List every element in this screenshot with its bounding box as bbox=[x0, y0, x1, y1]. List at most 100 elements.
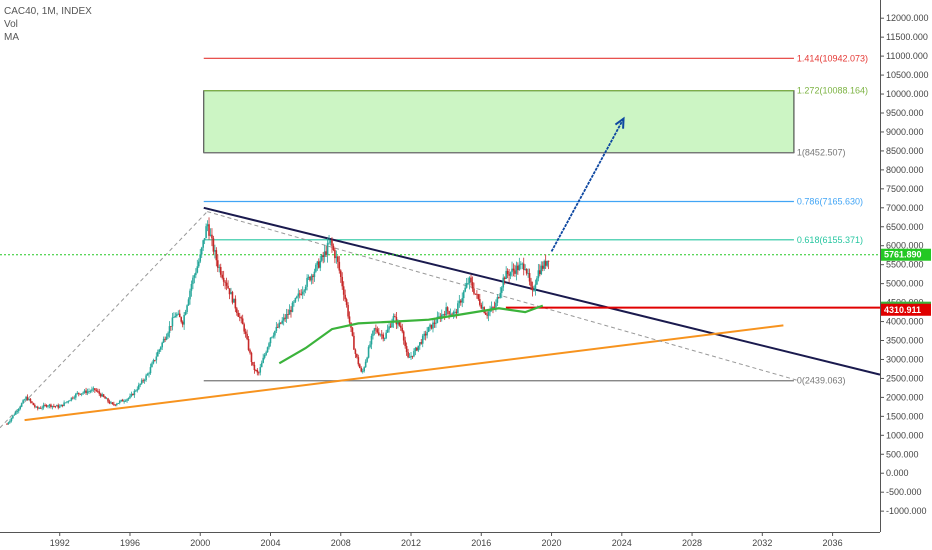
candle-body-367 bbox=[543, 261, 546, 269]
candle-body-115 bbox=[174, 315, 177, 318]
candle-body-299 bbox=[443, 314, 446, 316]
candle-body-358 bbox=[530, 281, 532, 287]
candle-body-267 bbox=[397, 321, 399, 325]
y-tick-label-0: 12000.000 bbox=[886, 13, 929, 23]
candle-body-167 bbox=[250, 352, 253, 363]
candle-body-41 bbox=[66, 401, 68, 403]
candle-body-67 bbox=[104, 396, 106, 399]
candle-body-160 bbox=[240, 317, 243, 319]
candle-body-306 bbox=[454, 311, 456, 313]
candle-body-116 bbox=[176, 314, 178, 316]
candle-body-348 bbox=[515, 265, 518, 274]
symbol-label[interactable]: CAC40, 1M, INDEX bbox=[4, 6, 92, 17]
candle-body-61 bbox=[95, 390, 98, 391]
candle-body-305 bbox=[452, 312, 455, 315]
candle-body-191 bbox=[285, 314, 288, 319]
candle-body-118 bbox=[178, 313, 181, 318]
price-axis[interactable]: 12000.000 11500.000 11000.000 10500.000 1000… bbox=[880, 0, 929, 532]
candle-body-321 bbox=[476, 293, 478, 295]
candle-body-138 bbox=[208, 224, 210, 236]
candle-body-341 bbox=[505, 270, 507, 279]
candle-body-272 bbox=[404, 340, 406, 347]
candle-body-159 bbox=[238, 316, 241, 318]
candle-body-174 bbox=[260, 362, 263, 368]
time-axis[interactable]: 1992 1996 2000 2004 2008 2012 2016 2020 2024 2028… bbox=[0, 532, 880, 548]
candle-body-295 bbox=[438, 316, 440, 318]
candle-body-312 bbox=[462, 291, 465, 299]
candle-body-60 bbox=[94, 388, 96, 391]
candle-body-158 bbox=[237, 312, 240, 317]
candle-body-128 bbox=[193, 275, 196, 278]
candle-body-58 bbox=[91, 389, 93, 392]
candle-body-46 bbox=[73, 397, 76, 399]
candle-body-49 bbox=[77, 392, 80, 394]
candle-body-105 bbox=[159, 347, 162, 350]
candle-body-346 bbox=[512, 268, 515, 271]
candle-body-25 bbox=[42, 404, 45, 408]
candle-body-368 bbox=[544, 261, 547, 266]
candle-body-188 bbox=[281, 320, 284, 324]
candle-body-12 bbox=[23, 399, 26, 401]
candle-body-350 bbox=[518, 264, 521, 271]
ma-study-label[interactable]: MA bbox=[4, 32, 19, 43]
candle-body-228 bbox=[339, 270, 342, 277]
y-tick-label-14: 5000.000 bbox=[886, 279, 924, 289]
y-tick-label-19: 2500.000 bbox=[886, 373, 924, 383]
trendline-dashed-up bbox=[0, 211, 208, 429]
candle-body-51 bbox=[80, 393, 83, 395]
candle-body-28 bbox=[47, 405, 49, 407]
candle-body-355 bbox=[525, 269, 528, 274]
candle-body-55 bbox=[86, 391, 89, 394]
candle-body-129 bbox=[195, 272, 197, 276]
candle-body-117 bbox=[177, 313, 180, 315]
candle-body-109 bbox=[165, 336, 168, 340]
x-tick-label-5: 2012 bbox=[401, 538, 421, 548]
candle-body-189 bbox=[282, 317, 285, 321]
candle-body-278 bbox=[413, 351, 415, 357]
candle-body-327 bbox=[484, 312, 487, 315]
candle-body-72 bbox=[111, 402, 114, 404]
candle-body-50 bbox=[79, 393, 82, 395]
candle-body-56 bbox=[88, 391, 90, 393]
candle-body-238 bbox=[354, 349, 357, 354]
target-zone-layer bbox=[203, 90, 795, 154]
candle-body-273 bbox=[405, 346, 408, 353]
candle-body-246 bbox=[366, 357, 368, 362]
candle-body-217 bbox=[323, 251, 326, 257]
candle-body-245 bbox=[364, 361, 367, 368]
candle-body-150 bbox=[225, 282, 228, 286]
candle-body-156 bbox=[234, 298, 237, 309]
candle-body-229 bbox=[341, 276, 344, 287]
candle-body-262 bbox=[389, 326, 392, 328]
candle-body-343 bbox=[508, 274, 510, 276]
candle-body-242 bbox=[360, 368, 363, 372]
candle-body-130 bbox=[196, 266, 199, 273]
candle-body-337 bbox=[499, 292, 502, 298]
x-tick-label-7: 2020 bbox=[542, 538, 562, 548]
candle-body-95 bbox=[145, 375, 147, 381]
candle-body-65 bbox=[101, 394, 103, 397]
candle-body-131 bbox=[197, 261, 200, 267]
candle-body-4 bbox=[12, 415, 14, 419]
x-tick-label-1: 1996 bbox=[120, 538, 140, 548]
candle-body-166 bbox=[249, 349, 251, 353]
candle-body-194 bbox=[290, 309, 292, 312]
candle-body-227 bbox=[338, 261, 341, 271]
projection-arrow-layer bbox=[550, 116, 625, 252]
candle-body-27 bbox=[45, 405, 48, 407]
candle-body-208 bbox=[310, 275, 313, 281]
candle-body-133 bbox=[200, 247, 203, 255]
candle-body-314 bbox=[465, 283, 468, 288]
candle-body-290 bbox=[430, 324, 433, 329]
candle-body-365 bbox=[540, 265, 543, 275]
candle-body-203 bbox=[303, 290, 305, 292]
candle-body-76 bbox=[117, 402, 120, 404]
candle-body-100 bbox=[152, 360, 155, 364]
volume-study-label[interactable]: Vol bbox=[4, 19, 18, 30]
candle-body-80 bbox=[123, 401, 125, 402]
candle-body-93 bbox=[142, 380, 144, 382]
y-tick-label-26: -1000.000 bbox=[886, 506, 927, 516]
y-tick-label-12: 6000.000 bbox=[886, 241, 924, 251]
candle-body-62 bbox=[96, 390, 99, 392]
